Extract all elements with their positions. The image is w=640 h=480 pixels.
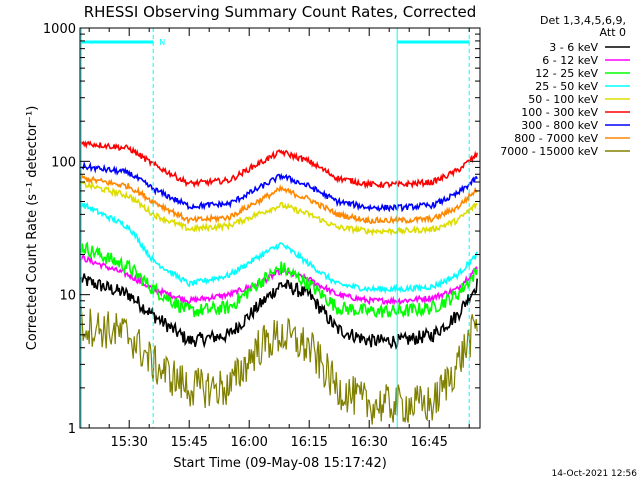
chart-title: RHESSI Observing Summary Count Rates, Co…	[84, 3, 477, 21]
series-line	[80, 174, 478, 225]
x-tick-label: 16:00	[230, 435, 267, 450]
legend-label: 800 - 7000 keV	[514, 132, 598, 145]
y-tick-label: 10	[59, 289, 76, 304]
series-300-800-kev	[80, 160, 478, 213]
series-line	[80, 254, 478, 306]
series-7000-15000-kev	[80, 305, 478, 425]
x-tick-label: 16:30	[350, 435, 387, 450]
series-12-25-kev	[80, 241, 478, 319]
flag-label: N	[159, 38, 165, 47]
x-tick-label: 16:45	[410, 435, 447, 450]
x-tick-label: 16:15	[290, 435, 327, 450]
x-tick-label: 15:45	[170, 435, 207, 450]
legend-header: Det 1,3,4,5,6,9,	[540, 14, 626, 27]
series-100-300-kev	[80, 140, 478, 190]
series-line	[80, 241, 478, 319]
legend-label: 12 - 25 keV	[535, 67, 598, 80]
series-line	[80, 201, 478, 295]
timestamp: 14-Oct-2021 12:56	[552, 469, 638, 479]
y-tick-label: 1	[68, 422, 76, 437]
legend-label: 7000 - 15000 keV	[500, 145, 598, 158]
y-tick-label: 100	[51, 155, 76, 170]
series-line	[80, 180, 478, 237]
series-line	[80, 160, 478, 213]
y-tick-label: 1000	[43, 22, 76, 37]
plot-frame	[79, 27, 481, 429]
plot-area: N	[80, 28, 478, 428]
series-50-100-kev	[80, 180, 478, 237]
legend-label: 6 - 12 keV	[542, 54, 598, 67]
legend-label: 50 - 100 keV	[528, 93, 598, 106]
legend-label: 25 - 50 keV	[535, 80, 598, 93]
series-6-12-kev	[80, 254, 478, 306]
axis-ticks: 1 10 100 1000 15:30 15:45 16:00 16:15 16:30 16:45	[43, 22, 480, 450]
legend-label: 300 - 800 keV	[521, 119, 598, 132]
series-25-50-kev	[80, 201, 478, 295]
legend-label: 100 - 300 keV	[521, 106, 598, 119]
legend-label: 3 - 6 keV	[549, 41, 598, 54]
legend-header: Att 0	[600, 26, 626, 39]
series-line	[80, 305, 478, 425]
x-tick-label: 15:30	[110, 435, 147, 450]
series-800-7000-kev	[80, 174, 478, 225]
x-axis-label: Start Time (09-May-08 15:17:42)	[173, 456, 387, 471]
y-axis-label: Corrected Count Rate (s⁻¹ detector⁻¹)	[25, 106, 40, 351]
series-line	[80, 273, 478, 350]
series-3-6-kev	[80, 273, 478, 350]
series-line	[80, 140, 478, 190]
